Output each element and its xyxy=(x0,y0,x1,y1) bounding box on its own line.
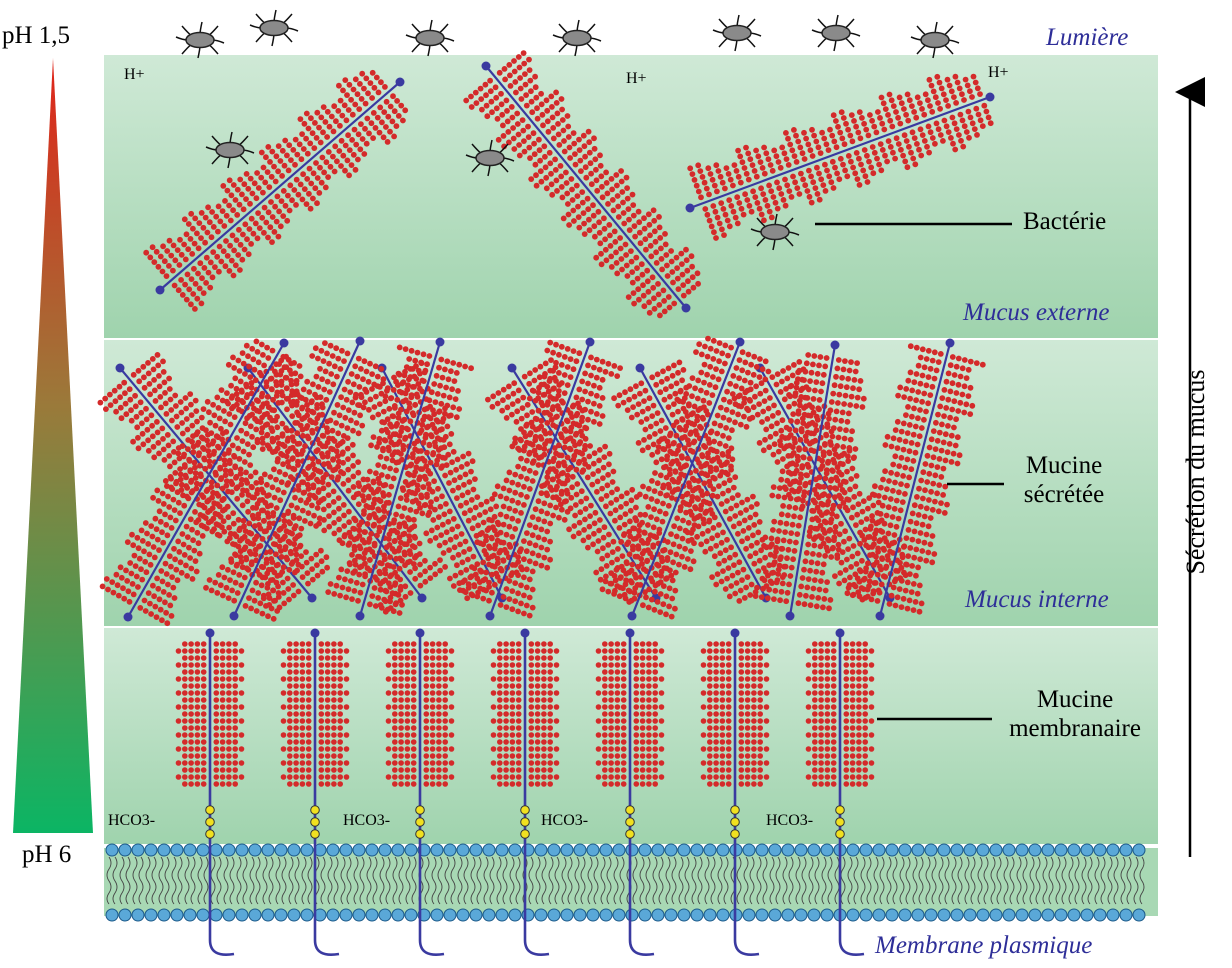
proton-label-3: H+ xyxy=(988,64,1009,81)
membrane-mucin-7 xyxy=(805,628,875,956)
bacterium-icon xyxy=(405,19,455,57)
membrane-mucin-line-1: Mucine xyxy=(1036,686,1114,713)
bacterium-icon xyxy=(712,14,762,52)
bacterium-icon xyxy=(205,131,255,169)
membrane-mucin-5 xyxy=(595,628,665,956)
membrane-mucin-label: Mucine membranaire xyxy=(990,686,1160,744)
ph-bottom-label: pH 6 xyxy=(22,841,72,868)
outer-mucins xyxy=(143,50,995,319)
mucus-secretion-label: Sécrétion du mucus xyxy=(1181,369,1210,575)
bacterium-icon xyxy=(750,213,800,251)
outer-mucus-label: Mucus externe xyxy=(963,299,1110,326)
outer-mucin-1 xyxy=(143,69,409,312)
bacterium-icon xyxy=(811,14,861,52)
secreted-mucin-label: Mucine sécrétée xyxy=(1004,452,1124,510)
bacterium-icon xyxy=(910,21,960,59)
proton-label-2: H+ xyxy=(626,70,647,87)
secreted-mucin-up-4 xyxy=(457,337,623,621)
membrane-mucin-4 xyxy=(490,628,560,956)
membrane-mucins xyxy=(175,628,875,956)
bicarbonate-label-2: HCO3- xyxy=(343,812,391,829)
ph-top-label: pH 1,5 xyxy=(2,22,71,49)
membrane-mucin-2 xyxy=(280,628,350,956)
bicarbonate-label-1: HCO3- xyxy=(108,812,156,829)
bacteria-group xyxy=(175,9,960,251)
secreted-mucin-up-1 xyxy=(99,338,304,627)
membrane-mucin-line-2: membranaire xyxy=(1009,714,1141,742)
lipid-heads xyxy=(105,843,1146,922)
membrane-mucin-6 xyxy=(700,628,770,956)
secreted-mucin-line-1: Mucine xyxy=(1025,452,1103,479)
outer-mucin-3 xyxy=(685,73,995,241)
secreted-mucin-up-3 xyxy=(325,337,474,621)
inner-mucus-label: Mucus interne xyxy=(965,586,1109,613)
secreted-mucin-line-2: sécrétée xyxy=(1023,480,1105,508)
bicarbonate-label-4: HCO3- xyxy=(766,812,814,829)
ph-gradient-triangle xyxy=(13,58,93,833)
secreted-mucin-up-6 xyxy=(752,340,867,621)
membrane-mucin-3 xyxy=(385,628,455,956)
lumen-label: Lumière xyxy=(1046,24,1129,51)
bicarbonate-label-3: HCO3- xyxy=(541,812,589,829)
lipid-tails xyxy=(106,856,1145,905)
secreted-mucin-up-7 xyxy=(844,338,986,621)
bacterium-icon xyxy=(249,9,299,47)
secreted-mucins xyxy=(97,335,986,627)
membrane-mucin-1 xyxy=(175,628,245,956)
membrane-label: Membrane plasmique xyxy=(875,932,1093,959)
secreted-mucin-up-2 xyxy=(203,336,387,622)
bacterium-icon xyxy=(175,21,225,59)
bacterium-icon xyxy=(465,139,515,177)
bacterium-icon xyxy=(552,19,602,57)
secreted-mucin-up-5 xyxy=(599,335,772,621)
outer-mucin-2 xyxy=(463,50,701,319)
proton-label-1: H+ xyxy=(124,66,145,83)
bacteria-label: Bactérie xyxy=(1023,208,1107,235)
